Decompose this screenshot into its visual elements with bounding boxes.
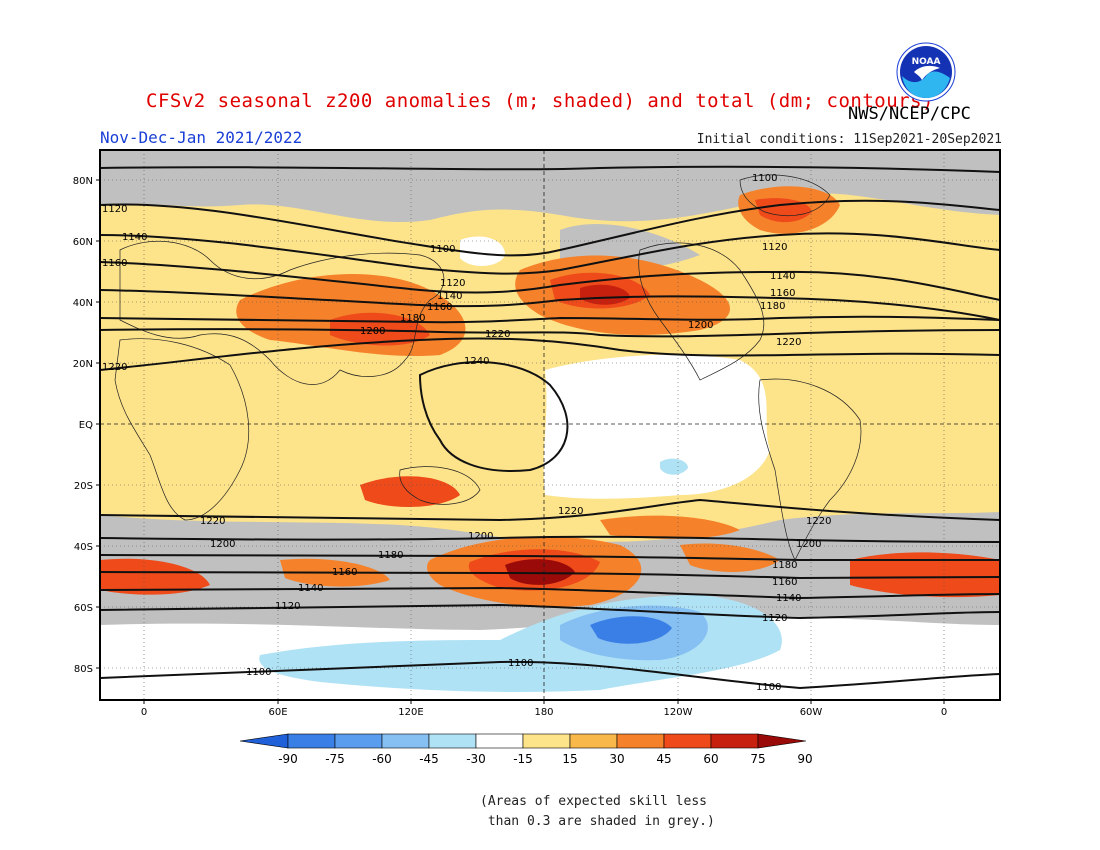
lon-label: 0 — [141, 707, 147, 718]
lat-label: 40N — [73, 298, 93, 309]
svg-text:1160: 1160 — [332, 567, 357, 578]
svg-text:1200: 1200 — [468, 531, 493, 542]
colorbar-swatch — [522, 733, 571, 749]
svg-text:1160: 1160 — [770, 288, 795, 299]
colorbar-left-arrow — [239, 733, 289, 749]
svg-text:1180: 1180 — [378, 550, 403, 561]
svg-text:1100: 1100 — [246, 667, 271, 678]
svg-text:1120: 1120 — [102, 204, 127, 215]
forecast-period: Nov-Dec-Jan 2021/2022 — [100, 128, 303, 147]
lat-label: 80N — [73, 176, 93, 187]
svg-text:1160: 1160 — [102, 258, 127, 269]
svg-text:1140: 1140 — [770, 271, 795, 282]
svg-text:1200: 1200 — [210, 539, 235, 550]
colorbar-tick-label: 60 — [703, 752, 718, 766]
svg-text:1160: 1160 — [427, 302, 452, 313]
colorbar-right-arrow — [757, 733, 807, 749]
colorbar-tick-label: 30 — [609, 752, 624, 766]
colorbar-swatch — [334, 733, 383, 749]
colorbar-tick-label: -30 — [466, 752, 486, 766]
map-frame — [99, 149, 1001, 701]
lat-label: 20S — [74, 481, 93, 492]
svg-text:1220: 1220 — [102, 362, 127, 373]
svg-text:1220: 1220 — [558, 506, 583, 517]
colorbar-tick-label: -15 — [513, 752, 533, 766]
lat-label: 60N — [73, 237, 93, 248]
logo-text: NOAA — [912, 57, 941, 67]
svg-text:1100: 1100 — [430, 244, 455, 255]
svg-text:1220: 1220 — [776, 337, 801, 348]
svg-text:1120: 1120 — [762, 613, 787, 624]
colorbar: -90 -75 -60 -45 -30 -15 15 30 45 60 75 90 — [239, 733, 813, 766]
lon-label: 60E — [268, 707, 287, 718]
svg-text:1200: 1200 — [688, 320, 713, 331]
noaa-logo-icon: NOAA — [896, 42, 956, 102]
lon-label: 180 — [534, 707, 553, 718]
lat-label: 40S — [74, 542, 93, 553]
colorbar-swatch — [569, 733, 618, 749]
svg-text:1180: 1180 — [400, 313, 425, 324]
chart-title: CFSv2 seasonal z200 anomalies (m; shaded… — [146, 90, 934, 112]
initial-conditions: Initial conditions: 11Sep2021-20Sep2021 — [696, 132, 1002, 147]
lat-label: 20N — [73, 359, 93, 370]
svg-text:1200: 1200 — [360, 326, 385, 337]
svg-text:1200: 1200 — [796, 539, 821, 550]
agency-label: NWS/NCEP/CPC — [848, 104, 971, 124]
svg-text:1120: 1120 — [762, 242, 787, 253]
svg-text:1180: 1180 — [760, 301, 785, 312]
svg-text:1140: 1140 — [122, 232, 147, 243]
colorbar-tick-label: -45 — [419, 752, 439, 766]
svg-text:1100: 1100 — [756, 682, 781, 693]
svg-text:1120: 1120 — [275, 601, 300, 612]
colorbar-swatch — [710, 733, 759, 749]
svg-text:1100: 1100 — [752, 173, 777, 184]
colorbar-swatch — [663, 733, 712, 749]
colorbar-swatch — [428, 733, 477, 749]
svg-text:1140: 1140 — [298, 583, 323, 594]
colorbar-tick-label: 90 — [797, 752, 812, 766]
colorbar-tick-label: -75 — [325, 752, 345, 766]
lon-label: 120E — [398, 707, 423, 718]
svg-text:1240: 1240 — [464, 356, 489, 367]
colorbar-swatch — [287, 733, 336, 749]
svg-text:1120: 1120 — [440, 278, 465, 289]
colorbar-tick-label: 75 — [750, 752, 765, 766]
svg-text:1180: 1180 — [772, 560, 797, 571]
svg-text:1140: 1140 — [776, 593, 801, 604]
svg-text:1220: 1220 — [806, 516, 831, 527]
lat-label: EQ — [79, 420, 93, 431]
colorbar-tick-label: 15 — [562, 752, 577, 766]
lat-label: 80S — [74, 664, 93, 675]
skill-note-line1: (Areas of expected skill less — [480, 794, 707, 809]
colorbar-tick-label: -90 — [278, 752, 298, 766]
svg-text:1220: 1220 — [485, 329, 510, 340]
lon-label: 0 — [941, 707, 947, 718]
longitude-axis: 0 60E 120E 180 120W 60W 0 — [141, 707, 947, 718]
svg-text:1220: 1220 — [200, 516, 225, 527]
latitude-axis: 80N 60N 40N 20N EQ 20S 40S 60S 80S — [73, 176, 93, 675]
lon-label: 60W — [800, 707, 823, 718]
colorbar-tick-label: 45 — [656, 752, 671, 766]
skill-note: (Areas of expected skill less than 0.3 a… — [480, 792, 715, 832]
lon-label: 120W — [664, 707, 693, 718]
skill-note-line2: than 0.3 are shaded in grey.) — [480, 814, 715, 829]
svg-text:1100: 1100 — [508, 658, 533, 669]
lat-label: 60S — [74, 603, 93, 614]
colorbar-swatch — [616, 733, 665, 749]
svg-text:1140: 1140 — [437, 291, 462, 302]
colorbar-tick-label: -60 — [372, 752, 392, 766]
colorbar-swatch — [475, 733, 524, 749]
colorbar-swatch — [381, 733, 430, 749]
svg-text:1160: 1160 — [772, 577, 797, 588]
